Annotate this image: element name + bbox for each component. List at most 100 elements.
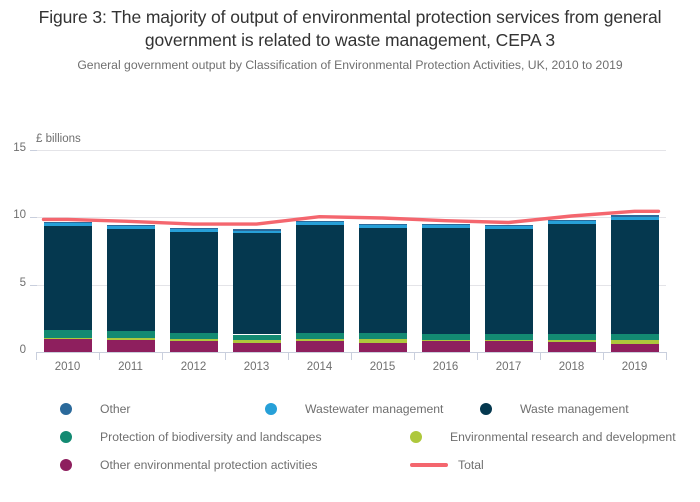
legend-item[interactable]: Wastewater management — [265, 402, 443, 416]
bar-segment[interactable] — [169, 333, 218, 340]
bar-segment[interactable] — [295, 222, 344, 225]
bar-2011[interactable] — [106, 224, 155, 352]
bar-segment[interactable] — [421, 333, 470, 340]
legend-dot-icon — [410, 431, 422, 443]
bar-segment[interactable] — [547, 221, 596, 225]
gridline-10 — [36, 217, 666, 219]
bar-2018[interactable] — [547, 220, 596, 352]
x-tick-mark — [288, 352, 289, 360]
bar-segment[interactable] — [547, 220, 596, 222]
legend-item[interactable]: Other environmental protection activitie… — [60, 458, 317, 472]
bar-segment[interactable] — [547, 224, 596, 334]
x-tick-label-2010: 2010 — [54, 361, 81, 373]
bar-segment[interactable] — [106, 226, 155, 229]
bar-2017[interactable] — [484, 224, 533, 352]
legend-item[interactable]: Protection of biodiversity and landscape… — [60, 430, 322, 444]
bar-segment[interactable] — [610, 220, 659, 334]
bar-segment[interactable] — [547, 341, 596, 352]
x-tick-mark — [414, 352, 415, 360]
bar-segment[interactable] — [484, 341, 533, 352]
bar-segment[interactable] — [232, 233, 281, 335]
x-tick-mark — [666, 352, 667, 360]
legend-label: Total — [458, 458, 484, 472]
bar-2012[interactable] — [169, 228, 218, 352]
bar-segment[interactable] — [484, 228, 533, 334]
bar-segment[interactable] — [43, 339, 92, 352]
bar-segment[interactable] — [169, 229, 218, 233]
bar-segment[interactable] — [358, 228, 407, 334]
bar-segment[interactable] — [169, 232, 218, 334]
bar-segment[interactable] — [358, 338, 407, 344]
bar-segment[interactable] — [169, 228, 218, 230]
bar-segment[interactable] — [421, 225, 470, 229]
bar-segment[interactable] — [358, 343, 407, 352]
bar-segment[interactable] — [547, 333, 596, 340]
legend-item[interactable]: Waste management — [480, 402, 629, 416]
bar-segment[interactable] — [610, 343, 659, 352]
bar-segment[interactable] — [43, 222, 92, 224]
bar-segment[interactable] — [295, 224, 344, 334]
bar-segment[interactable] — [295, 339, 344, 341]
bar-segment[interactable] — [232, 342, 281, 352]
bar-segment[interactable] — [610, 215, 659, 218]
y-tick-label-5: 5 — [19, 276, 26, 289]
legend-item[interactable]: Other — [60, 402, 130, 416]
bar-segment[interactable] — [232, 229, 281, 231]
bar-2013[interactable] — [232, 229, 281, 352]
bar-segment[interactable] — [421, 339, 470, 342]
legend-label: Waste management — [520, 402, 629, 416]
bar-segment[interactable] — [43, 223, 92, 227]
bar-segment[interactable] — [358, 225, 407, 229]
chart-title: Figure 3: The majority of output of envi… — [38, 7, 662, 50]
legend-label: Other — [100, 402, 131, 416]
bar-2014[interactable] — [295, 220, 344, 352]
bar-segment[interactable] — [484, 224, 533, 227]
chart-subtitle: General government output by Classificat… — [77, 58, 623, 72]
bar-segment[interactable] — [295, 220, 344, 223]
bar-2016[interactable] — [421, 224, 470, 352]
legend-label: Environmental research and development — [450, 430, 676, 444]
bar-2010[interactable] — [43, 222, 92, 352]
x-tick-label-2012: 2012 — [180, 361, 207, 373]
bar-segment[interactable] — [421, 224, 470, 226]
x-tick-mark — [162, 352, 163, 360]
bar-segment[interactable] — [610, 217, 659, 221]
bar-segment[interactable] — [169, 340, 218, 352]
bar-segment[interactable] — [106, 339, 155, 352]
bar-segment[interactable] — [106, 331, 155, 338]
legend-item[interactable]: Environmental research and development — [410, 430, 676, 444]
bar-segment[interactable] — [106, 337, 155, 340]
bar-segment[interactable] — [232, 230, 281, 234]
bar-segment[interactable] — [232, 334, 281, 340]
bar-segment[interactable] — [610, 339, 659, 344]
bar-segment[interactable] — [484, 226, 533, 229]
bar-2019[interactable] — [610, 215, 659, 352]
bar-segment[interactable] — [421, 341, 470, 352]
x-tick-label-2014: 2014 — [306, 361, 333, 373]
x-tick-label-2013: 2013 — [243, 361, 270, 373]
bar-segment[interactable] — [610, 333, 659, 340]
bar-segment[interactable] — [43, 337, 92, 340]
bar-segment[interactable] — [295, 333, 344, 340]
bar-segment[interactable] — [106, 228, 155, 332]
bar-segment[interactable] — [484, 339, 533, 342]
bar-segment[interactable] — [43, 226, 92, 330]
bar-segment[interactable] — [43, 329, 92, 338]
bar-segment[interactable] — [295, 340, 344, 352]
bar-segment[interactable] — [232, 339, 281, 343]
x-tick-label-2019: 2019 — [621, 361, 648, 373]
bar-segment[interactable] — [547, 339, 596, 342]
x-tick-mark — [99, 352, 100, 360]
x-tick-label-2018: 2018 — [558, 361, 585, 373]
legend-item[interactable]: Total — [410, 458, 484, 472]
bar-segment[interactable] — [421, 228, 470, 334]
bar-segment[interactable] — [169, 339, 218, 341]
x-tick-mark — [225, 352, 226, 360]
bar-segment[interactable] — [358, 333, 407, 339]
bar-segment[interactable] — [484, 333, 533, 340]
bar-2015[interactable] — [358, 224, 407, 352]
bar-segment[interactable] — [106, 224, 155, 227]
bar-segment[interactable] — [358, 224, 407, 226]
